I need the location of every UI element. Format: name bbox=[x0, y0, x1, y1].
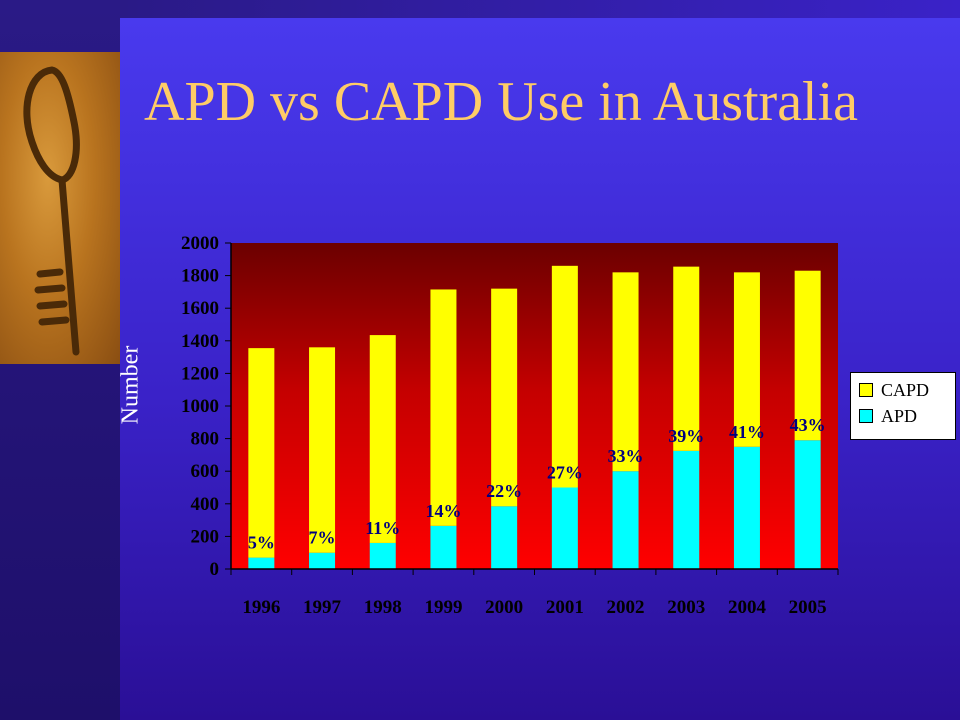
bar-capd-1998 bbox=[369, 335, 396, 543]
data-label-1996: 5% bbox=[248, 533, 275, 553]
x-tick-label-2001: 2001 bbox=[546, 597, 584, 618]
data-label-2002: 33% bbox=[608, 446, 644, 466]
x-tick-label-2002: 2002 bbox=[607, 597, 645, 618]
bar-capd-2002 bbox=[612, 272, 639, 472]
bar-capd-2003 bbox=[673, 266, 700, 451]
bar-apd-1999 bbox=[430, 525, 457, 569]
bar-apd-2002 bbox=[612, 471, 639, 569]
data-label-1998: 11% bbox=[365, 518, 400, 538]
bar-capd-1997 bbox=[309, 347, 336, 553]
x-tick-label-2000: 2000 bbox=[485, 597, 523, 618]
data-label-2005: 43% bbox=[790, 415, 826, 435]
axes: 1996 1997 1998 1999 2000 2001 2002 2003 2004 2005… bbox=[181, 233, 839, 618]
legend: CAPD APD bbox=[850, 372, 956, 440]
legend-item-capd: CAPD bbox=[859, 379, 955, 401]
data-label-1997: 7% bbox=[309, 528, 336, 548]
legend-item-apd: APD bbox=[859, 405, 955, 427]
bar-apd-2001 bbox=[551, 487, 578, 569]
bar-capd-1996 bbox=[248, 348, 275, 558]
legend-swatch-capd bbox=[859, 383, 873, 397]
legend-swatch-apd bbox=[859, 409, 873, 423]
bar-capd-2001 bbox=[551, 265, 578, 488]
bar-apd-1998 bbox=[369, 542, 396, 569]
y-tick-label-1000: 1000 bbox=[181, 396, 219, 417]
data-label-2000: 22% bbox=[486, 481, 522, 501]
bar-apd-2004 bbox=[733, 446, 760, 569]
x-tick-label-1998: 1998 bbox=[364, 597, 402, 618]
bar-capd-2005 bbox=[794, 270, 821, 441]
bar-apd-2003 bbox=[673, 450, 700, 569]
x-tick-label-2003: 2003 bbox=[667, 597, 705, 618]
key-icon bbox=[23, 66, 80, 356]
data-label-1999: 14% bbox=[425, 501, 461, 521]
y-tick-label-200: 200 bbox=[191, 526, 220, 547]
x-tick-label-1999: 1999 bbox=[424, 597, 462, 618]
bar-apd-1996 bbox=[248, 557, 275, 569]
y-tick-label-1200: 1200 bbox=[181, 363, 219, 384]
bar-capd-2004 bbox=[733, 272, 760, 447]
y-tick-label-1400: 1400 bbox=[181, 331, 219, 352]
legend-label-apd: APD bbox=[881, 405, 918, 426]
y-tick-label-2000: 2000 bbox=[181, 233, 219, 254]
bar-capd-2000 bbox=[491, 288, 518, 507]
bars: 5% 7% 11% 14% 22% 27% 33% 39% 41% 43% bbox=[248, 265, 826, 569]
bar-apd-1997 bbox=[309, 552, 336, 569]
y-tick-label-1800: 1800 bbox=[181, 266, 219, 287]
data-label-2001: 27% bbox=[547, 463, 583, 483]
legend-label-capd: CAPD bbox=[881, 379, 930, 400]
x-tick-label-1997: 1997 bbox=[303, 597, 342, 618]
key-image bbox=[0, 52, 120, 364]
x-tick-label-1996: 1996 bbox=[242, 597, 280, 618]
slide-title: APD vs CAPD Use in Australia bbox=[144, 71, 859, 133]
data-label-2004: 41% bbox=[729, 422, 765, 442]
y-tick-label-400: 400 bbox=[191, 494, 220, 515]
bar-apd-2005 bbox=[794, 440, 821, 569]
bar-capd-1999 bbox=[430, 289, 457, 526]
x-tick-label-2005: 2005 bbox=[789, 597, 827, 618]
top-line bbox=[120, 0, 960, 18]
x-tick-label-2004: 2004 bbox=[728, 597, 767, 618]
data-label-2003: 39% bbox=[668, 426, 704, 446]
y-tick-label-800: 800 bbox=[191, 429, 220, 450]
y-tick-label-600: 600 bbox=[191, 461, 220, 482]
y-tick-label-1600: 1600 bbox=[181, 298, 219, 319]
bar-apd-2000 bbox=[491, 506, 518, 569]
y-tick-label-0: 0 bbox=[210, 559, 220, 580]
